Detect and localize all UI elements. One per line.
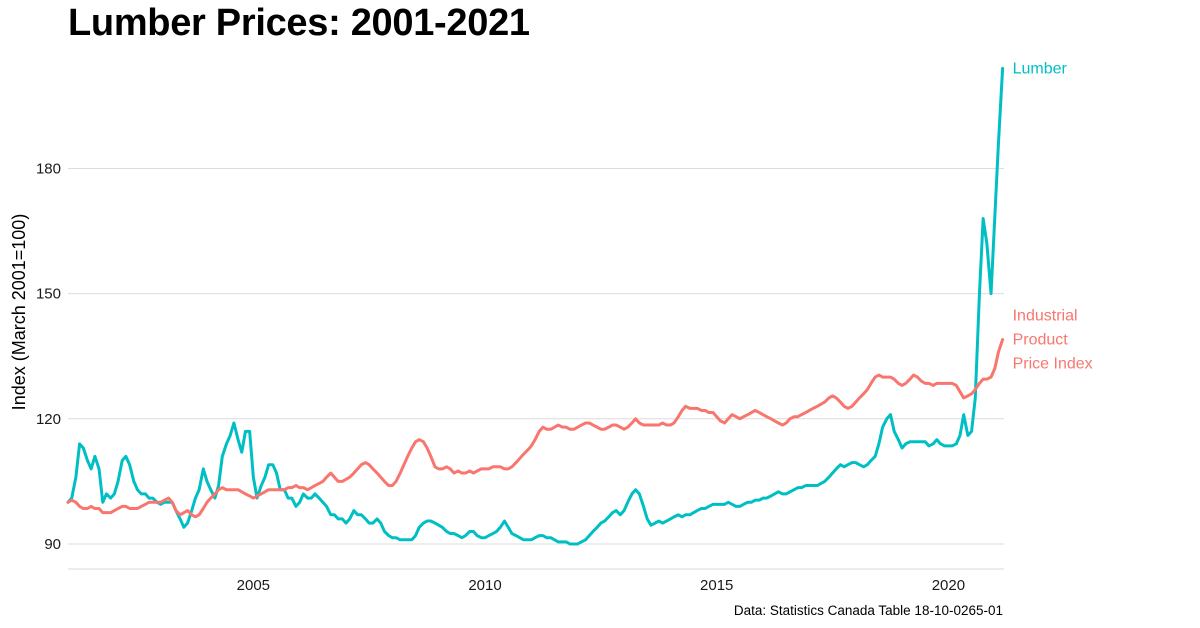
y-tick-labels: 90 120 150 180	[36, 160, 61, 552]
series-label: Industrial	[1013, 308, 1078, 325]
series-label: Product	[1013, 332, 1069, 349]
x-tick-label: 2005	[237, 577, 270, 594]
chart-title: Lumber Prices: 2001-2021	[68, 2, 530, 44]
x-tick-label: 2010	[468, 577, 501, 594]
y-tick-label: 180	[36, 160, 61, 177]
x-tick-label: 2015	[700, 577, 733, 594]
y-gridlines	[68, 167, 1004, 545]
series-labels: Lumber Industrial Product Price Index	[1013, 60, 1093, 372]
y-tick-label: 120	[36, 411, 61, 428]
y-axis-title: Index (March 2001=100)	[9, 214, 29, 411]
x-tick-label: 2020	[932, 577, 965, 594]
caption: Data: Statistics Canada Table 18-10-0265…	[734, 603, 1003, 618]
series-line-ippi	[66, 338, 1005, 519]
series-label: Price Index	[1013, 356, 1093, 373]
series-line-lumber	[66, 66, 1005, 546]
series-lines	[66, 66, 1005, 546]
y-tick-label: 90	[44, 536, 61, 553]
y-tick-label: 150	[36, 286, 61, 303]
x-tick-labels: 2005 2010 2015 2020	[237, 577, 965, 594]
series-label: Lumber	[1013, 60, 1068, 77]
